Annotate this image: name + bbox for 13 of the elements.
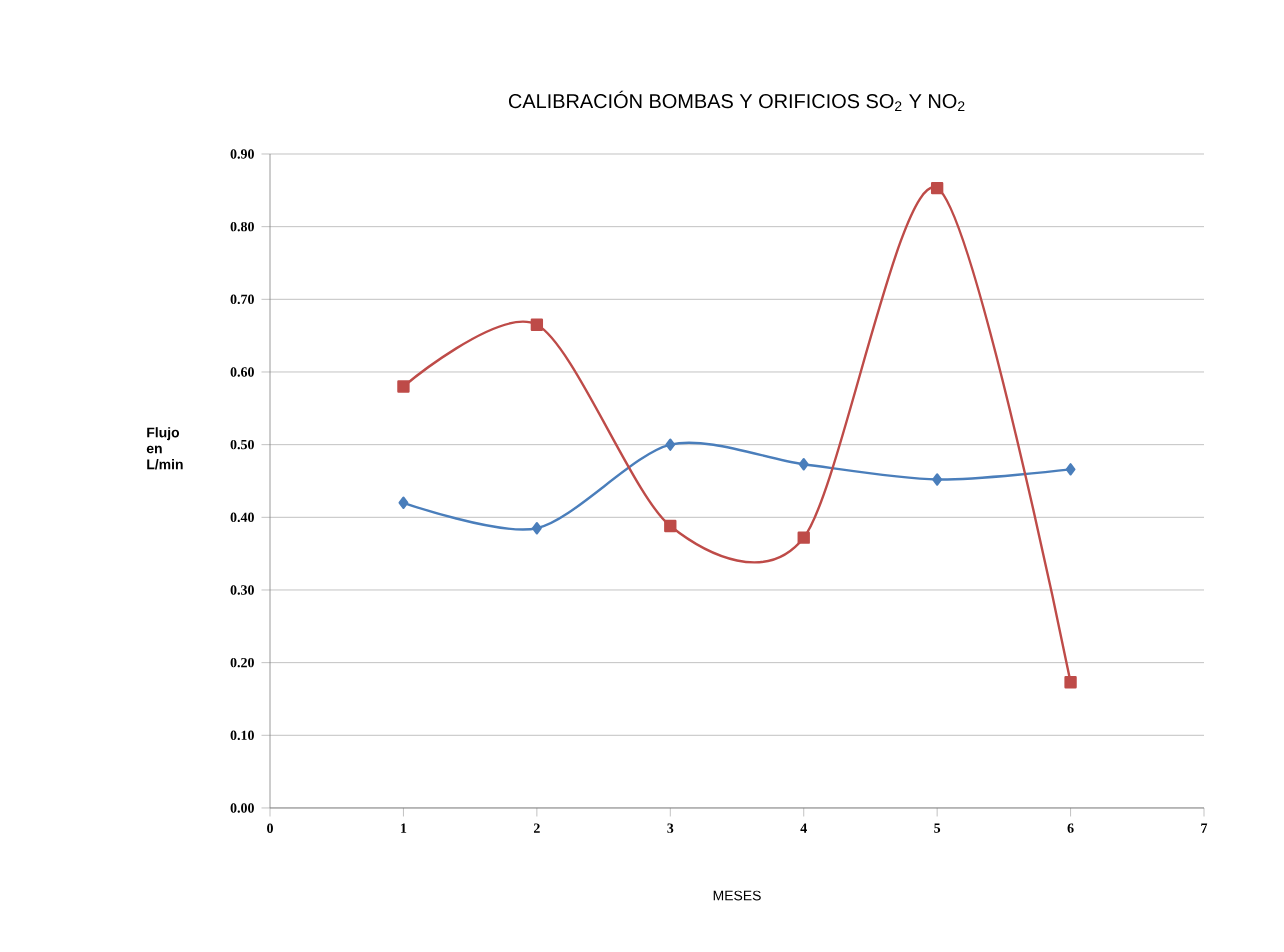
point	[1064, 676, 1077, 689]
point	[531, 522, 542, 535]
point	[1065, 463, 1076, 476]
point	[797, 531, 810, 544]
point	[930, 181, 944, 195]
point	[798, 458, 809, 471]
point	[398, 496, 409, 509]
point	[397, 380, 410, 393]
point	[932, 473, 943, 486]
point	[665, 438, 676, 451]
point	[664, 519, 677, 533]
chart-title: CALIBRACIÓN BOMBAS Y ORIFICIOS SO$_{2}$ Y NO$_{2}$	[508, 90, 965, 111]
point	[530, 318, 544, 331]
